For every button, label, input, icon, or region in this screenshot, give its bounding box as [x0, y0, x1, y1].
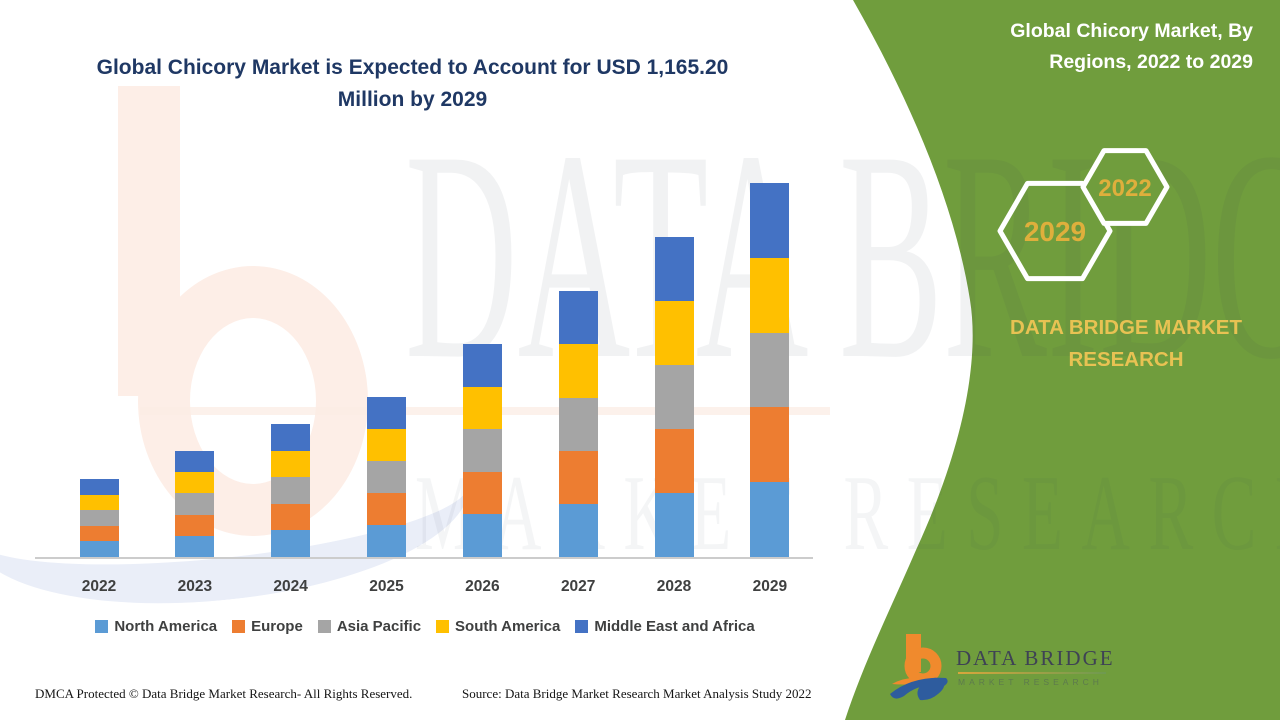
legend-item-middle-east-and-africa: Middle East and Africa: [575, 618, 755, 635]
segment-south-america-2024: [271, 450, 311, 478]
legend-item-asia-pacific: Asia Pacific: [317, 618, 422, 635]
side-panel-brand-line2: RESEARCH: [1068, 347, 1184, 371]
segment-europe-2024: [271, 503, 311, 531]
legend-label-north-america: North America: [114, 618, 218, 635]
bar-2026: [462, 344, 502, 557]
legend-swatch-middle-east-and-africa: [575, 620, 589, 633]
side-panel-heading-line1: Global Chicory Market, By: [1010, 20, 1253, 42]
segment-middle-east-and-africa-2026: [462, 344, 502, 387]
segment-asia-pacific-2027: [558, 397, 598, 451]
segment-north-america-2026: [462, 514, 502, 557]
footer-dmca-notice: DMCA Protected © Data Bridge Market Rese…: [35, 686, 413, 701]
segment-south-america-2026: [462, 386, 502, 430]
bar-2025: [367, 397, 407, 557]
x-axis-label-2022: 2022: [81, 578, 117, 595]
segment-europe-2028: [654, 429, 694, 494]
legend-label-europe: Europe: [251, 618, 303, 635]
segment-europe-2027: [558, 450, 598, 504]
bar-2022: [79, 479, 119, 557]
legend-item-south-america: South America: [436, 618, 560, 635]
segment-north-america-2025: [367, 525, 407, 557]
side-panel-heading-line2: Regions, 2022 to 2029: [1049, 51, 1253, 74]
segment-asia-pacific-2028: [654, 365, 694, 430]
segment-europe-2026: [462, 471, 502, 515]
segment-middle-east-and-africa-2023: [175, 451, 215, 473]
legend-label-asia-pacific: Asia Pacific: [336, 618, 422, 635]
footer-source-note: Source: Data Bridge Market Research Mark…: [462, 686, 812, 701]
x-axis-label-2028: 2028: [656, 578, 692, 595]
chart-title: Global Chicory Market is Expected to Acc…: [40, 52, 785, 115]
segment-north-america-2028: [654, 493, 694, 557]
segment-middle-east-and-africa-2022: [79, 479, 119, 495]
side-panel-brand-line1: DATA BRIDGE MARKET: [1010, 316, 1242, 339]
segment-europe-2023: [175, 514, 215, 536]
side-panel-shape: [845, 0, 1280, 720]
company-logo-name: DATA BRIDGE: [956, 646, 1115, 670]
x-axis-label-2026: 2026: [465, 578, 500, 595]
side-panel-brand-text: DATA BRIDGE MARKET RESEARCH: [975, 312, 1277, 376]
segment-europe-2022: [79, 525, 119, 542]
legend-swatch-europe: [232, 620, 246, 633]
bar-2023: [175, 451, 215, 557]
segment-middle-east-and-africa-2025: [367, 397, 407, 430]
legend-swatch-north-america: [95, 620, 109, 633]
segment-south-america-2028: [654, 301, 694, 366]
segment-asia-pacific-2022: [79, 510, 119, 526]
segment-south-america-2023: [175, 472, 215, 494]
bar-2027: [558, 291, 598, 557]
segment-asia-pacific-2029: [750, 332, 790, 408]
segment-south-america-2022: [79, 494, 119, 511]
chart-legend: North America Europe Asia Pacific South Ame…: [35, 618, 815, 635]
legend-label-middle-east-and-africa: Middle East and Africa: [594, 618, 755, 635]
segment-asia-pacific-2025: [367, 461, 407, 494]
bar-2028: [654, 237, 694, 557]
bar-2024: [271, 424, 311, 557]
segment-middle-east-and-africa-2029: [750, 183, 790, 258]
company-logo: DATA BRIDGE MARKET RESEARCH: [890, 632, 1130, 708]
x-axis-label-2025: 2025: [369, 578, 404, 595]
legend-swatch-south-america: [436, 620, 450, 633]
x-axis-label-2023: 2023: [177, 578, 213, 595]
legend-label-south-america: South America: [455, 618, 561, 635]
company-logo-tagline: MARKET RESEARCH: [958, 677, 1103, 687]
legend-item-europe: Europe: [232, 618, 303, 635]
x-axis-label-2024: 2024: [273, 578, 308, 595]
segment-north-america-2024: [271, 530, 311, 557]
x-axis-label-2029: 2029: [752, 578, 788, 595]
side-panel-heading: Global Chicory Market, By Regions, 2022 …: [933, 16, 1253, 78]
company-logo-icon: [890, 634, 948, 701]
segment-south-america-2029: [750, 257, 790, 333]
segment-asia-pacific-2024: [271, 477, 311, 504]
chart-title-line1: Global Chicory Market is Expected to Acc…: [96, 56, 729, 79]
segment-middle-east-and-africa-2027: [558, 291, 598, 345]
segment-south-america-2025: [367, 429, 407, 462]
segment-asia-pacific-2023: [175, 493, 215, 515]
segment-north-america-2029: [750, 482, 790, 557]
segment-middle-east-and-africa-2024: [271, 424, 311, 451]
x-axis-label-2027: 2027: [560, 578, 596, 595]
legend-swatch-asia-pacific: [317, 620, 331, 633]
bar-2029: [750, 183, 790, 557]
segment-north-america-2027: [558, 503, 598, 557]
segment-europe-2025: [367, 493, 407, 526]
company-logo-rule: [958, 672, 1106, 674]
segment-middle-east-and-africa-2028: [654, 237, 694, 302]
segment-asia-pacific-2026: [462, 429, 502, 472]
segment-europe-2029: [750, 407, 790, 483]
segment-south-america-2027: [558, 344, 598, 398]
x-axis-line: [35, 557, 813, 559]
chart-title-line2: Million by 2029: [337, 87, 488, 111]
legend-item-north-america: North America: [95, 618, 217, 635]
segment-north-america-2023: [175, 535, 215, 557]
segment-north-america-2022: [79, 541, 119, 557]
